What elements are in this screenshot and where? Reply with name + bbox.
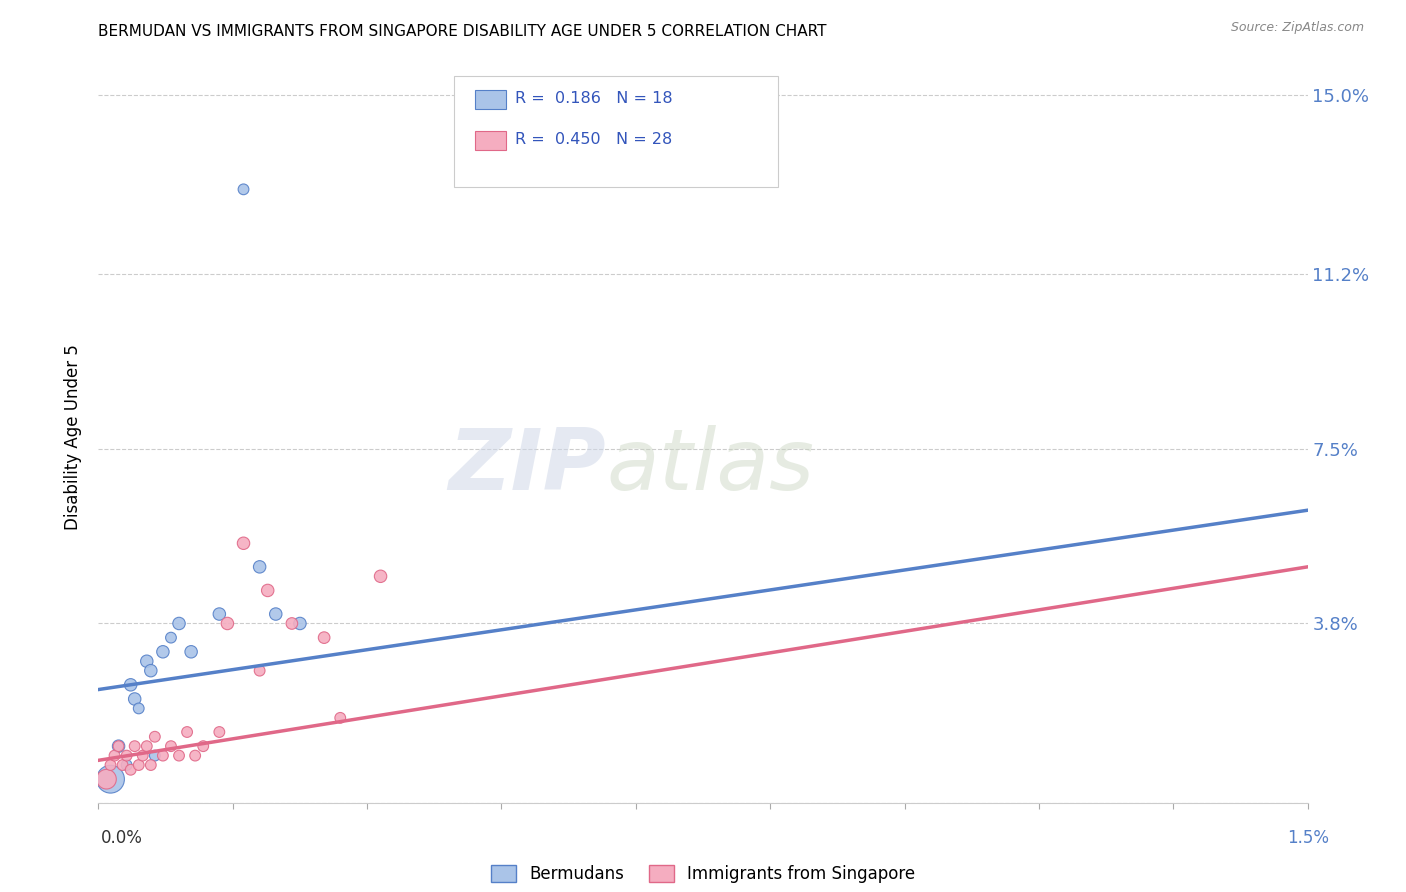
Point	[160, 739, 183, 754]
Point	[217, 616, 239, 631]
Legend: Bermudans, Immigrants from Singapore: Bermudans, Immigrants from Singapore	[484, 858, 922, 889]
Y-axis label: Disability Age Under 5: Disability Age Under 5	[65, 344, 83, 530]
Text: 0.0%: 0.0%	[101, 829, 143, 847]
Text: Source: ZipAtlas.com: Source: ZipAtlas.com	[1230, 21, 1364, 34]
Point	[180, 645, 202, 659]
Point	[167, 616, 190, 631]
Point	[128, 701, 150, 715]
Point	[111, 758, 134, 772]
Point	[281, 616, 304, 631]
Point	[208, 725, 231, 739]
Text: R =  0.450   N = 28: R = 0.450 N = 28	[515, 132, 672, 146]
Point	[232, 536, 254, 550]
Point	[208, 607, 231, 621]
Point	[100, 758, 122, 772]
Point	[107, 739, 129, 754]
Point	[103, 748, 125, 763]
Point	[193, 739, 215, 754]
Point	[314, 631, 336, 645]
Point	[249, 664, 271, 678]
Point	[120, 763, 142, 777]
Point	[143, 748, 166, 763]
Point	[370, 569, 392, 583]
Point	[152, 645, 174, 659]
Text: 1.5%: 1.5%	[1286, 829, 1329, 847]
Point	[132, 748, 155, 763]
Point	[139, 664, 162, 678]
Point	[124, 692, 146, 706]
Point	[176, 725, 198, 739]
Point	[135, 739, 157, 754]
Point	[256, 583, 278, 598]
Point	[96, 772, 118, 787]
Point	[124, 739, 146, 754]
Point	[100, 772, 122, 787]
Point	[107, 739, 129, 754]
Point	[120, 678, 142, 692]
Point	[143, 730, 166, 744]
Text: R =  0.186   N = 18: R = 0.186 N = 18	[515, 91, 672, 105]
Point	[115, 748, 138, 763]
Point	[184, 748, 207, 763]
Point	[249, 559, 271, 574]
Point	[128, 758, 150, 772]
Text: ZIP: ZIP	[449, 425, 606, 508]
Text: atlas: atlas	[606, 425, 814, 508]
Point	[139, 758, 162, 772]
Text: BERMUDAN VS IMMIGRANTS FROM SINGAPORE DISABILITY AGE UNDER 5 CORRELATION CHART: BERMUDAN VS IMMIGRANTS FROM SINGAPORE DI…	[98, 24, 827, 38]
Point	[152, 748, 174, 763]
Point	[329, 711, 352, 725]
Point	[135, 654, 157, 668]
Point	[160, 631, 183, 645]
Point	[264, 607, 287, 621]
Point	[167, 748, 190, 763]
Point	[115, 758, 138, 772]
Point	[288, 616, 311, 631]
Point	[232, 182, 254, 196]
